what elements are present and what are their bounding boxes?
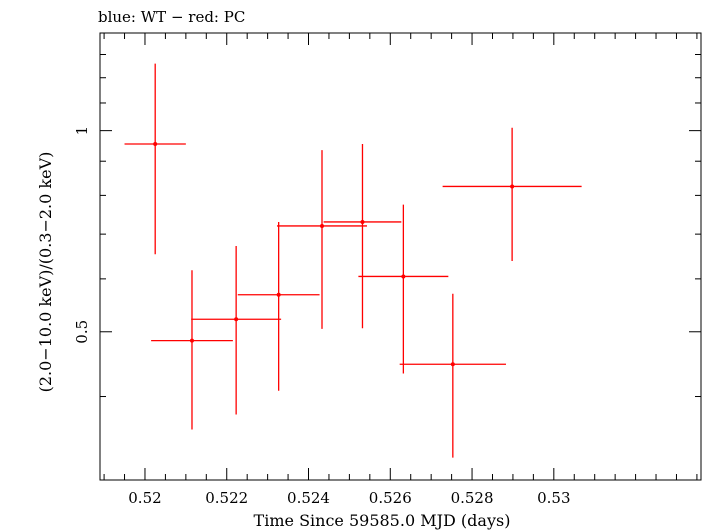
point-marker <box>360 219 365 224</box>
x-tick-label: 0.524 <box>287 489 330 507</box>
data-point <box>323 143 402 329</box>
x-tick-label: 0.528 <box>451 489 494 507</box>
y-axis-label: (2.0−10.0 keV)/(0.3−2.0 keV) <box>36 152 55 393</box>
x-tick-label: 0.53 <box>537 489 570 507</box>
data-point <box>191 245 282 415</box>
point-marker <box>276 292 281 297</box>
plot-frame <box>99 32 702 481</box>
point-marker <box>189 338 194 343</box>
axis-ticks <box>100 32 701 481</box>
data-points <box>124 63 582 458</box>
data-point <box>358 204 449 374</box>
x-tick-label: 0.526 <box>369 489 412 507</box>
x-axis-label: Time Since 59585.0 MJD (days) <box>254 511 511 530</box>
point-marker <box>234 317 239 322</box>
data-point <box>277 150 367 329</box>
y-tick-label: 0.5 <box>73 320 91 344</box>
y-tick-label: 1 <box>73 126 91 136</box>
data-point <box>237 221 320 391</box>
data-point <box>151 270 233 430</box>
point-marker <box>450 362 455 367</box>
point-marker <box>401 274 406 279</box>
data-point <box>124 63 186 255</box>
chart-title: blue: WT − red: PC <box>98 8 245 26</box>
data-point <box>399 293 506 458</box>
point-marker <box>153 141 158 146</box>
x-tick-label: 0.52 <box>128 489 161 507</box>
tick-labels: 0.52 0.522 0.524 0.526 0.528 0.53 0.5 1 <box>73 126 571 507</box>
x-tick-label: 0.522 <box>205 489 248 507</box>
point-marker <box>510 184 515 189</box>
point-marker <box>320 223 325 228</box>
data-point <box>442 127 582 262</box>
